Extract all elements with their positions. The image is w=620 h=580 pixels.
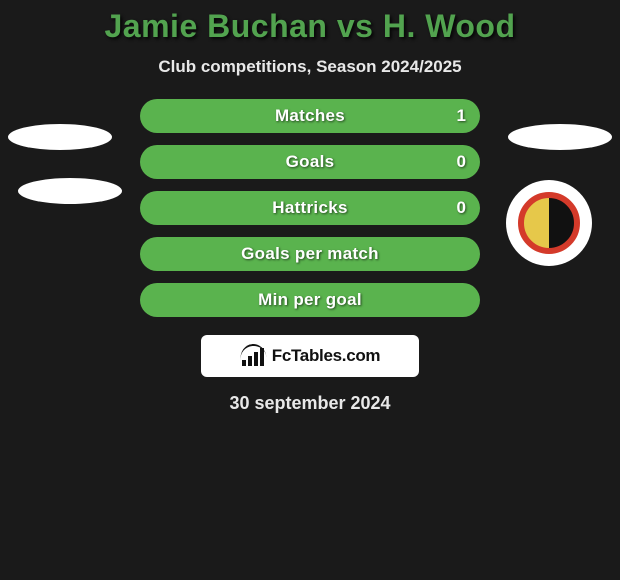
stat-row-matches: Matches 1	[140, 99, 480, 133]
stat-row-goals: Goals 0	[140, 145, 480, 179]
stat-label: Hattricks	[272, 198, 347, 218]
stat-label: Goals	[286, 152, 335, 172]
date-text: 30 september 2024	[0, 393, 620, 414]
stat-rows: Matches 1 Goals 0 Hattricks 0 Goals per …	[0, 99, 620, 317]
brand-text: FcTables.com	[272, 346, 381, 366]
page-title: Jamie Buchan vs H. Wood	[0, 8, 620, 45]
stat-label: Matches	[275, 106, 345, 126]
comparison-card: Jamie Buchan vs H. Wood Club competition…	[0, 0, 620, 414]
brand-badge[interactable]: FcTables.com	[201, 335, 419, 377]
subtitle: Club competitions, Season 2024/2025	[0, 57, 620, 77]
bar-chart-icon	[240, 346, 268, 366]
stat-row-hattricks: Hattricks 0	[140, 191, 480, 225]
stat-value-right: 0	[457, 198, 466, 218]
stat-value-right: 0	[457, 152, 466, 172]
stat-value-right: 1	[457, 106, 466, 126]
stat-row-goals-per-match: Goals per match	[140, 237, 480, 271]
stat-row-min-per-goal: Min per goal	[140, 283, 480, 317]
stat-label: Min per goal	[258, 290, 362, 310]
stat-label: Goals per match	[241, 244, 379, 264]
